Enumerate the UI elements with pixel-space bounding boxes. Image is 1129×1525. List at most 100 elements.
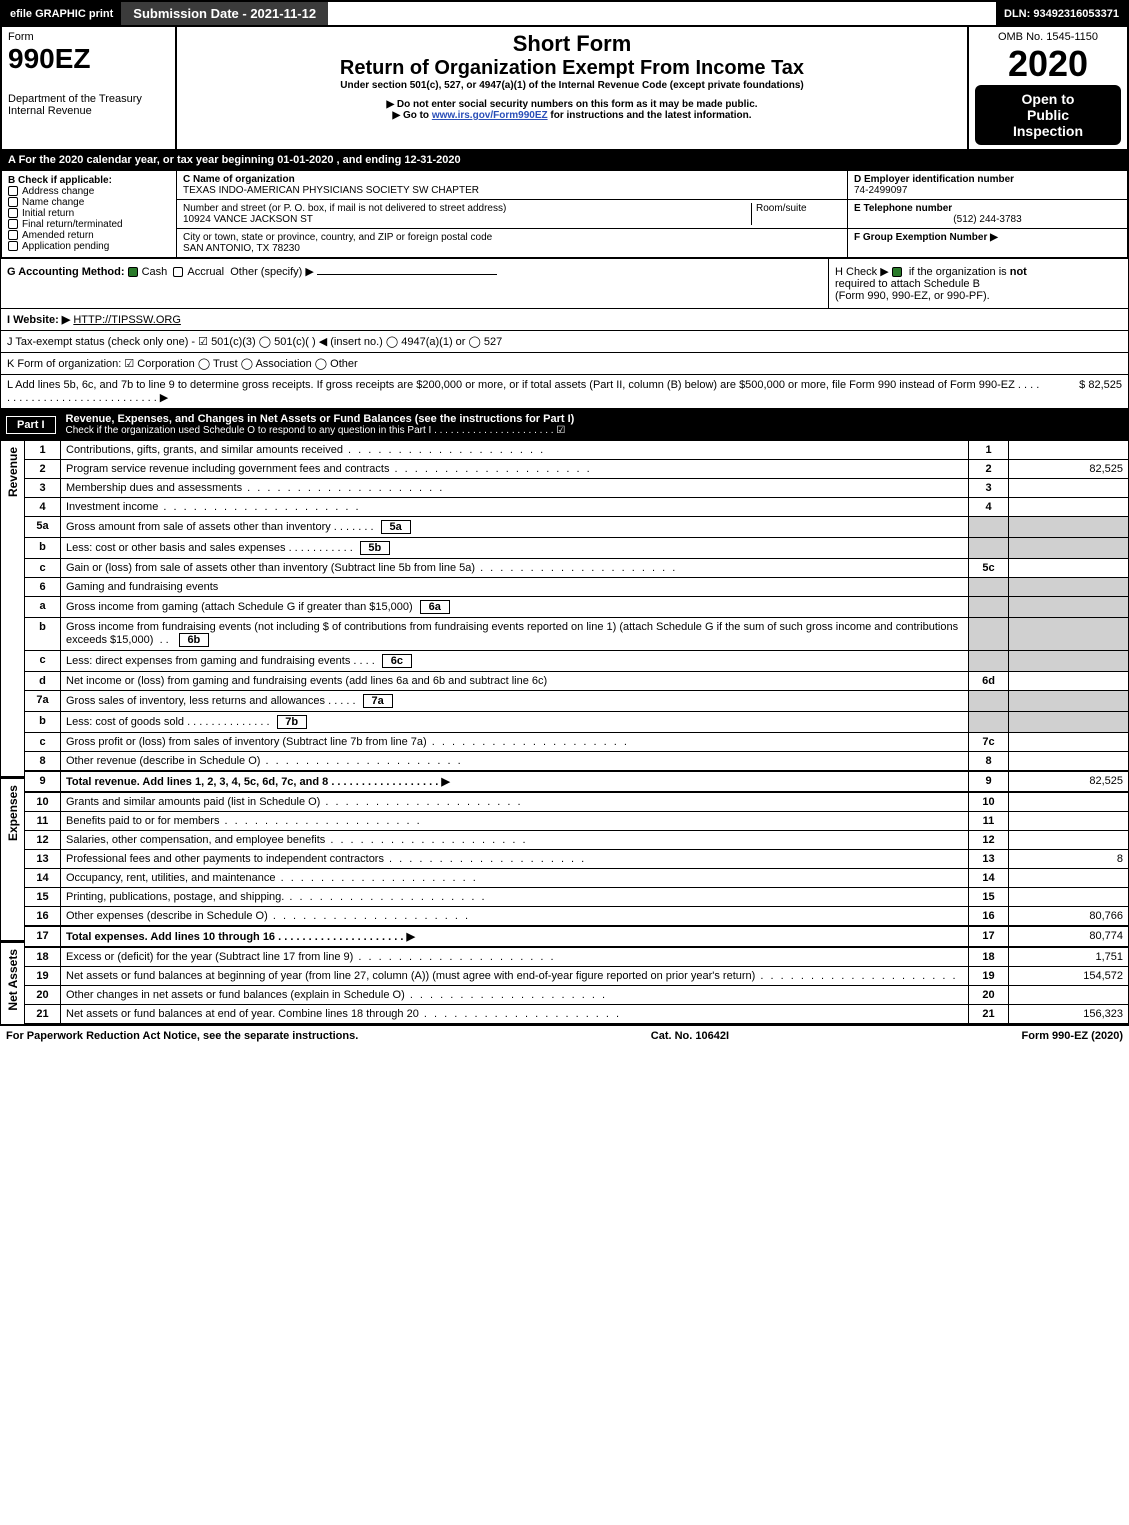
side-expenses: Expenses [4,779,22,847]
footer-left: For Paperwork Reduction Act Notice, see … [6,1030,358,1042]
street-label: Number and street (or P. O. box, if mail… [183,203,751,214]
row-h: H Check ▶ if the organization is not req… [828,259,1128,308]
open-to-public-box: Open to Public Inspection [975,85,1121,145]
line-11: 11Benefits paid to or for members11 [25,812,1129,831]
line-17: 17Total expenses. Add lines 10 through 1… [25,926,1129,947]
d-label: D Employer identification number [854,174,1121,185]
line-6d: dNet income or (loss) from gaming and fu… [25,672,1129,691]
info-grid: B Check if applicable: Address change Na… [0,171,1129,259]
e-label: E Telephone number [854,203,1121,214]
row-j: J Tax-exempt status (check only one) - ☑… [0,331,1129,353]
goto-line: ▶ Go to www.irs.gov/Form990EZ for instru… [183,110,961,121]
section-b: B Check if applicable: Address change Na… [2,171,177,257]
part-i-title: Revenue, Expenses, and Changes in Net As… [66,413,1123,425]
line-7b: bLess: cost of goods sold . . . . . . . … [25,712,1129,733]
dept-label: Department of the Treasury [8,93,169,105]
ssn-warning: ▶ Do not enter social security numbers o… [183,99,961,110]
line-2: 2Program service revenue including gover… [25,460,1129,479]
f-label: F Group Exemption Number ▶ [854,232,1121,243]
part-i-check: ☑ [556,425,565,436]
room-suite-label: Room/suite [751,203,841,225]
open-line2: Public [979,107,1117,123]
short-form-title: Short Form [183,31,961,57]
line-6c: cLess: direct expenses from gaming and f… [25,651,1129,672]
goto-pre: ▶ Go to [392,110,431,121]
city-value: SAN ANTONIO, TX 78230 [183,243,841,254]
row-l: L Add lines 5b, 6c, and 7b to line 9 to … [0,375,1129,409]
b-label: B Check if applicable: [8,175,170,186]
return-title: Return of Organization Exempt From Incom… [183,57,961,80]
line-12: 12Salaries, other compensation, and empl… [25,831,1129,850]
dln-label: DLN: 93492316053371 [996,2,1127,25]
g-other: Other (specify) ▶ [230,266,314,278]
side-revenue: Revenue [4,441,22,503]
part-i-tab: Part I [6,416,56,434]
part-i-header: Part I Revenue, Expenses, and Changes in… [0,409,1129,440]
chk-amended[interactable]: Amended return [8,230,170,241]
form-header: Form 990EZ Department of the Treasury In… [0,27,1129,151]
submission-date-label: Submission Date - 2021-11-12 [121,2,328,25]
top-bar: efile GRAPHIC print Submission Date - 20… [0,0,1129,27]
line-10: 10Grants and similar amounts paid (list … [25,792,1129,812]
page-footer: For Paperwork Reduction Act Notice, see … [0,1025,1129,1046]
footer-right: Form 990-EZ (2020) [1022,1030,1123,1042]
row-g: G Accounting Method: Cash Accrual Other … [1,259,828,308]
line-6a: aGross income from gaming (attach Schedu… [25,597,1129,618]
row-i: I Website: ▶ HTTP://TIPSSW.ORG [0,309,1129,331]
row-g-h: G Accounting Method: Cash Accrual Other … [0,259,1129,309]
goto-post: for instructions and the latest informat… [548,110,752,121]
section-c: C Name of organization TEXAS INDO-AMERIC… [177,171,847,257]
line-8: 8Other revenue (describe in Schedule O)8 [25,752,1129,772]
chk-final[interactable]: Final return/terminated [8,219,170,230]
line-21: 21Net assets or fund balances at end of … [25,1005,1129,1025]
l-text: L Add lines 5b, 6c, and 7b to line 9 to … [7,379,1042,404]
omb-label: OMB No. 1545-1150 [975,31,1121,43]
chk-pending[interactable]: Application pending [8,241,170,252]
line-3: 3Membership dues and assessments3 [25,479,1129,498]
chk-initial[interactable]: Initial return [8,208,170,219]
l-amount: $ 82,525 [1042,379,1122,404]
chk-cash[interactable] [128,267,138,277]
website-link[interactable]: HTTP://TIPSSW.ORG [73,314,181,326]
line-6: 6Gaming and fundraising events [25,578,1129,597]
line-15: 15Printing, publications, postage, and s… [25,888,1129,907]
line-7a: 7aGross sales of inventory, less returns… [25,691,1129,712]
line-5a: 5aGross amount from sale of assets other… [25,517,1129,538]
line-16: 16Other expenses (describe in Schedule O… [25,907,1129,927]
row-k: K Form of organization: ☑ Corporation ◯ … [0,353,1129,375]
form-number: 990EZ [8,43,169,75]
city-label: City or town, state or province, country… [183,232,841,243]
chk-name[interactable]: Name change [8,197,170,208]
part-i-body: Revenue Expenses Net Assets 1Contributio… [0,440,1129,1025]
tax-period-bar: A For the 2020 calendar year, or tax yea… [0,151,1129,171]
line-18: 18Excess or (deficit) for the year (Subt… [25,947,1129,967]
irs-label: Internal Revenue [8,105,169,117]
street-value: 10924 VANCE JACKSON ST [183,214,751,225]
side-net-assets: Net Assets [4,943,22,1017]
chk-h[interactable] [892,267,902,277]
line-9: 9Total revenue. Add lines 1, 2, 3, 4, 5c… [25,771,1129,792]
line-5b: bLess: cost or other basis and sales exp… [25,538,1129,559]
line-1: 1Contributions, gifts, grants, and simil… [25,441,1129,460]
chk-address[interactable]: Address change [8,186,170,197]
form-word: Form [8,31,169,43]
line-19: 19Net assets or fund balances at beginni… [25,967,1129,986]
org-name: TEXAS INDO-AMERICAN PHYSICIANS SOCIETY S… [183,185,841,196]
part-i-sub: Check if the organization used Schedule … [66,425,554,436]
efile-print-label: efile GRAPHIC print [2,2,121,25]
g-label: G Accounting Method: [7,266,125,278]
chk-accrual[interactable] [173,267,183,277]
open-line3: Inspection [979,123,1117,139]
c-name-label: C Name of organization [183,174,841,185]
line-5c: cGain or (loss) from sale of assets othe… [25,559,1129,578]
section-def: D Employer identification number 74-2499… [847,171,1127,257]
open-line1: Open to [979,91,1117,107]
line-14: 14Occupancy, rent, utilities, and mainte… [25,869,1129,888]
lines-table: 1Contributions, gifts, grants, and simil… [24,440,1129,1025]
line-7c: cGross profit or (loss) from sales of in… [25,733,1129,752]
line-20: 20Other changes in net assets or fund ba… [25,986,1129,1005]
subtitle: Under section 501(c), 527, or 4947(a)(1)… [183,80,961,91]
irs-link[interactable]: www.irs.gov/Form990EZ [432,110,548,121]
i-label: I Website: ▶ [7,314,70,326]
line-6b: bGross income from fundraising events (n… [25,618,1129,651]
